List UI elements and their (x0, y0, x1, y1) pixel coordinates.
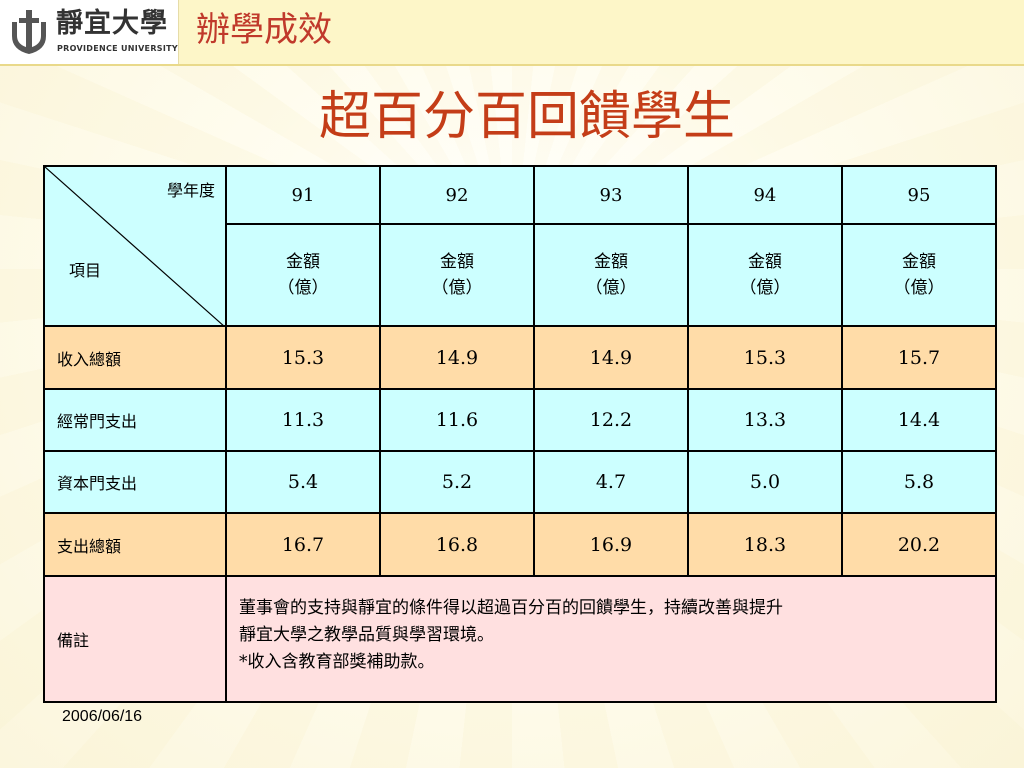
year-header: 95 (840, 165, 998, 225)
year-header: 91 (225, 165, 381, 225)
note-line: 董事會的支持與靜宜的條件得以超過百分百的回饋學生，持續改善與提升 (239, 598, 783, 618)
unit-label: 金額 (593, 252, 628, 272)
table-cell: 16.8 (378, 512, 535, 577)
table-cell: 11.3 (225, 388, 381, 452)
footer-date: 2006/06/16 (62, 708, 143, 725)
table-cell: 14.9 (532, 325, 689, 390)
year-header: 93 (532, 165, 689, 225)
unit-suffix: （億） (585, 278, 637, 298)
table-cell: 20.2 (840, 512, 998, 577)
unit-label: 金額 (747, 252, 782, 272)
row-label: 經常門支出 (43, 388, 227, 452)
unit-header: 金額 （億） (532, 223, 689, 327)
corner-header: 學年度 項目 (43, 165, 227, 327)
table-cell: 4.7 (532, 450, 689, 514)
table-row-note: 備註 董事會的支持與靜宜的條件得以超過百分百的回饋學生，持續改善與提升 靜宜大學… (43, 575, 997, 703)
note-line: *收入含教育部獎補助款。 (239, 652, 435, 672)
table-row-capital-expense: 資本門支出 5.4 5.2 4.7 5.0 5.8 (43, 450, 998, 514)
unit-suffix: （億） (739, 278, 791, 298)
unit-label: 金額 (439, 252, 474, 272)
note-text: 董事會的支持與靜宜的條件得以超過百分百的回饋學生，持續改善與提升 靜宜大學之教學… (225, 575, 997, 703)
table-row-recurrent-expense: 經常門支出 11.3 11.6 12.2 13.3 14.4 (43, 388, 998, 452)
unit-header: 金額 （億） (378, 223, 535, 327)
row-label: 資本門支出 (43, 450, 227, 514)
slide-title: 超百分百回饋學生 (318, 87, 735, 147)
finance-table: 學年度 項目 91 92 93 94 95 金額 （億） 金額 （億） 金額 （億） … (43, 165, 998, 703)
table-cell: 15.3 (686, 325, 843, 390)
university-logo: 靜宜大學 PROVIDENCE UNIVERSITY (0, 0, 179, 64)
table-header-years: 學年度 項目 91 92 93 94 95 (43, 165, 998, 327)
table-cell: 5.8 (840, 450, 998, 514)
unit-header: 金額 （億） (686, 223, 843, 327)
diagonal-divider (45, 167, 225, 327)
cross-shield-icon (12, 10, 46, 54)
table-cell: 11.6 (378, 388, 535, 452)
year-header: 94 (686, 165, 843, 225)
table-cell: 12.2 (532, 388, 689, 452)
corner-item-label: 項目 (69, 261, 102, 280)
unit-suffix: （億） (431, 278, 483, 298)
note-label: 備註 (43, 575, 227, 703)
unit-label: 金額 (901, 252, 936, 272)
table-cell: 13.3 (686, 388, 843, 452)
unit-suffix: （億） (893, 278, 945, 298)
table-row-income: 收入總額 15.3 14.9 14.9 15.3 15.7 (43, 325, 998, 390)
slide-header: 靜宜大學 PROVIDENCE UNIVERSITY 辦學成效 (0, 0, 1024, 66)
table-cell: 5.0 (686, 450, 843, 514)
unit-header: 金額 （億） (840, 223, 998, 327)
table-cell: 16.9 (532, 512, 689, 577)
note-line: 靜宜大學之教學品質與學習環境。 (239, 625, 494, 645)
logo-chinese-name: 靜宜大學 (56, 8, 168, 39)
table-cell: 5.2 (378, 450, 535, 514)
table-cell: 18.3 (686, 512, 843, 577)
unit-header: 金額 （億） (225, 223, 381, 327)
section-title: 辦學成效 (196, 10, 332, 50)
year-header: 92 (378, 165, 535, 225)
unit-suffix: （億） (277, 278, 329, 298)
corner-year-label: 學年度 (166, 181, 215, 200)
table-cell: 15.7 (840, 325, 998, 390)
table-cell: 16.7 (225, 512, 381, 577)
table-cell: 5.4 (225, 450, 381, 514)
table-header-units: 金額 （億） 金額 （億） 金額 （億） 金額 （億） 金額 （億） (44, 223, 998, 327)
table-cell: 15.3 (225, 325, 381, 390)
row-label: 支出總額 (43, 512, 227, 577)
unit-label: 金額 (285, 252, 320, 272)
table-cell: 14.9 (378, 325, 535, 390)
logo-english-name: PROVIDENCE UNIVERSITY (57, 44, 178, 53)
table-row-total-expense: 支出總額 16.7 16.8 16.9 18.3 20.2 (43, 512, 998, 577)
row-label: 收入總額 (43, 325, 227, 390)
table-cell: 14.4 (840, 388, 998, 452)
